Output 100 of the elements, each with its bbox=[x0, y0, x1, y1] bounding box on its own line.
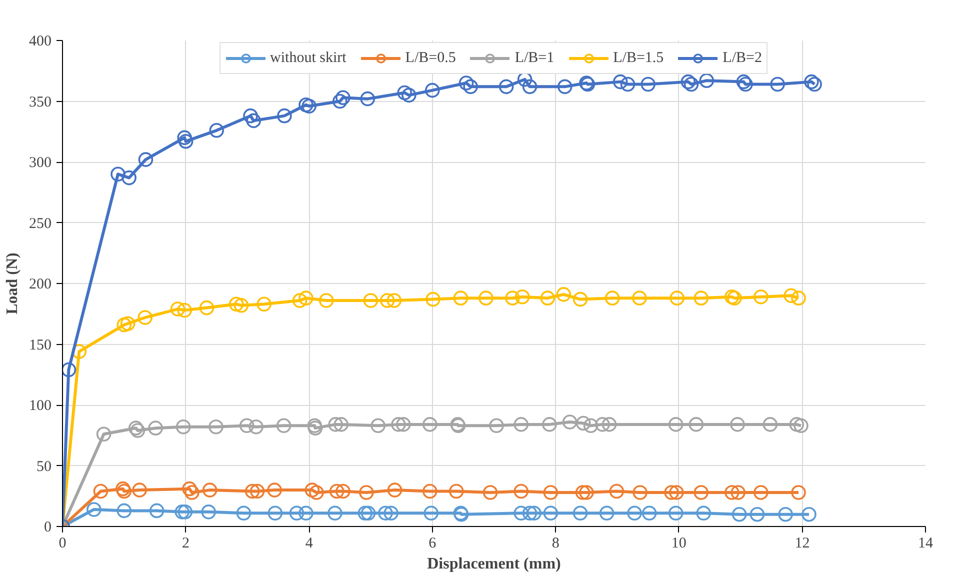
point bbox=[684, 76, 699, 92]
point bbox=[669, 485, 684, 500]
point bbox=[201, 504, 216, 520]
point bbox=[732, 506, 747, 522]
point bbox=[384, 506, 398, 521]
point bbox=[791, 290, 806, 306]
x-tick-label: 6 bbox=[428, 536, 437, 552]
point bbox=[670, 290, 684, 306]
point bbox=[202, 482, 218, 498]
x-tick-label: 12 bbox=[794, 536, 810, 552]
point bbox=[696, 506, 711, 521]
point bbox=[642, 506, 657, 521]
point bbox=[694, 290, 709, 306]
point bbox=[276, 418, 292, 434]
point bbox=[424, 82, 440, 98]
point bbox=[149, 503, 164, 518]
point bbox=[182, 481, 197, 496]
point bbox=[298, 506, 314, 521]
point bbox=[267, 482, 282, 498]
point bbox=[668, 506, 684, 521]
point bbox=[750, 506, 765, 522]
point bbox=[640, 76, 656, 92]
point bbox=[543, 485, 558, 500]
point bbox=[209, 123, 224, 138]
point bbox=[478, 290, 494, 306]
point bbox=[595, 417, 610, 432]
point bbox=[138, 310, 152, 325]
point bbox=[754, 289, 768, 304]
y-tick-label: 50 bbox=[36, 458, 52, 475]
legend-label: L/B=0.5 bbox=[405, 50, 456, 66]
point bbox=[599, 506, 614, 521]
point bbox=[730, 485, 746, 500]
point bbox=[170, 302, 186, 316]
y-tick-label: 250 bbox=[29, 216, 52, 232]
point bbox=[120, 316, 136, 331]
point bbox=[277, 108, 292, 124]
point bbox=[668, 417, 684, 432]
point bbox=[239, 418, 254, 434]
x-tick-label: 2 bbox=[182, 536, 190, 552]
point bbox=[602, 417, 617, 432]
point bbox=[694, 485, 709, 500]
point bbox=[250, 484, 265, 499]
point bbox=[489, 418, 504, 434]
point bbox=[770, 76, 785, 92]
point bbox=[243, 108, 258, 124]
point bbox=[336, 484, 350, 499]
point bbox=[178, 134, 194, 149]
point bbox=[336, 90, 350, 105]
point bbox=[122, 170, 136, 186]
point bbox=[236, 506, 252, 521]
point bbox=[244, 484, 260, 499]
point bbox=[664, 485, 679, 500]
point bbox=[199, 300, 214, 316]
x-tick-label: 0 bbox=[58, 536, 66, 552]
point bbox=[579, 485, 594, 500]
x-tick-label: 10 bbox=[671, 536, 686, 552]
point bbox=[359, 485, 374, 500]
point bbox=[292, 293, 308, 308]
point bbox=[378, 506, 393, 521]
point bbox=[632, 290, 647, 306]
point bbox=[583, 418, 598, 434]
point bbox=[612, 74, 628, 90]
point bbox=[298, 290, 314, 306]
point bbox=[177, 130, 192, 146]
point bbox=[386, 293, 402, 308]
point bbox=[178, 504, 193, 520]
point bbox=[627, 506, 642, 521]
point bbox=[724, 485, 740, 500]
point bbox=[329, 484, 344, 499]
point bbox=[542, 417, 557, 432]
point bbox=[514, 484, 529, 499]
point bbox=[463, 79, 478, 94]
point bbox=[778, 506, 793, 522]
y-tick-label: 0 bbox=[44, 520, 52, 536]
point bbox=[632, 485, 648, 500]
point bbox=[62, 362, 76, 378]
point bbox=[289, 506, 304, 521]
point bbox=[556, 287, 572, 302]
point bbox=[557, 79, 572, 94]
point bbox=[328, 506, 342, 521]
point bbox=[572, 506, 588, 521]
point bbox=[391, 417, 406, 432]
point bbox=[138, 152, 154, 167]
legend-label: L/B=1.5 bbox=[613, 50, 664, 66]
point bbox=[228, 296, 244, 312]
point bbox=[148, 420, 163, 436]
point bbox=[522, 506, 538, 521]
point bbox=[699, 73, 714, 88]
point bbox=[576, 416, 591, 431]
point bbox=[248, 419, 264, 434]
y-tick-label: 150 bbox=[29, 337, 52, 354]
point bbox=[791, 485, 806, 500]
point bbox=[802, 506, 816, 522]
point bbox=[754, 485, 768, 500]
point bbox=[360, 506, 376, 521]
point bbox=[784, 288, 799, 304]
y-tick-label: 100 bbox=[29, 398, 52, 414]
point bbox=[304, 482, 320, 498]
point bbox=[688, 417, 704, 432]
point bbox=[526, 506, 542, 521]
